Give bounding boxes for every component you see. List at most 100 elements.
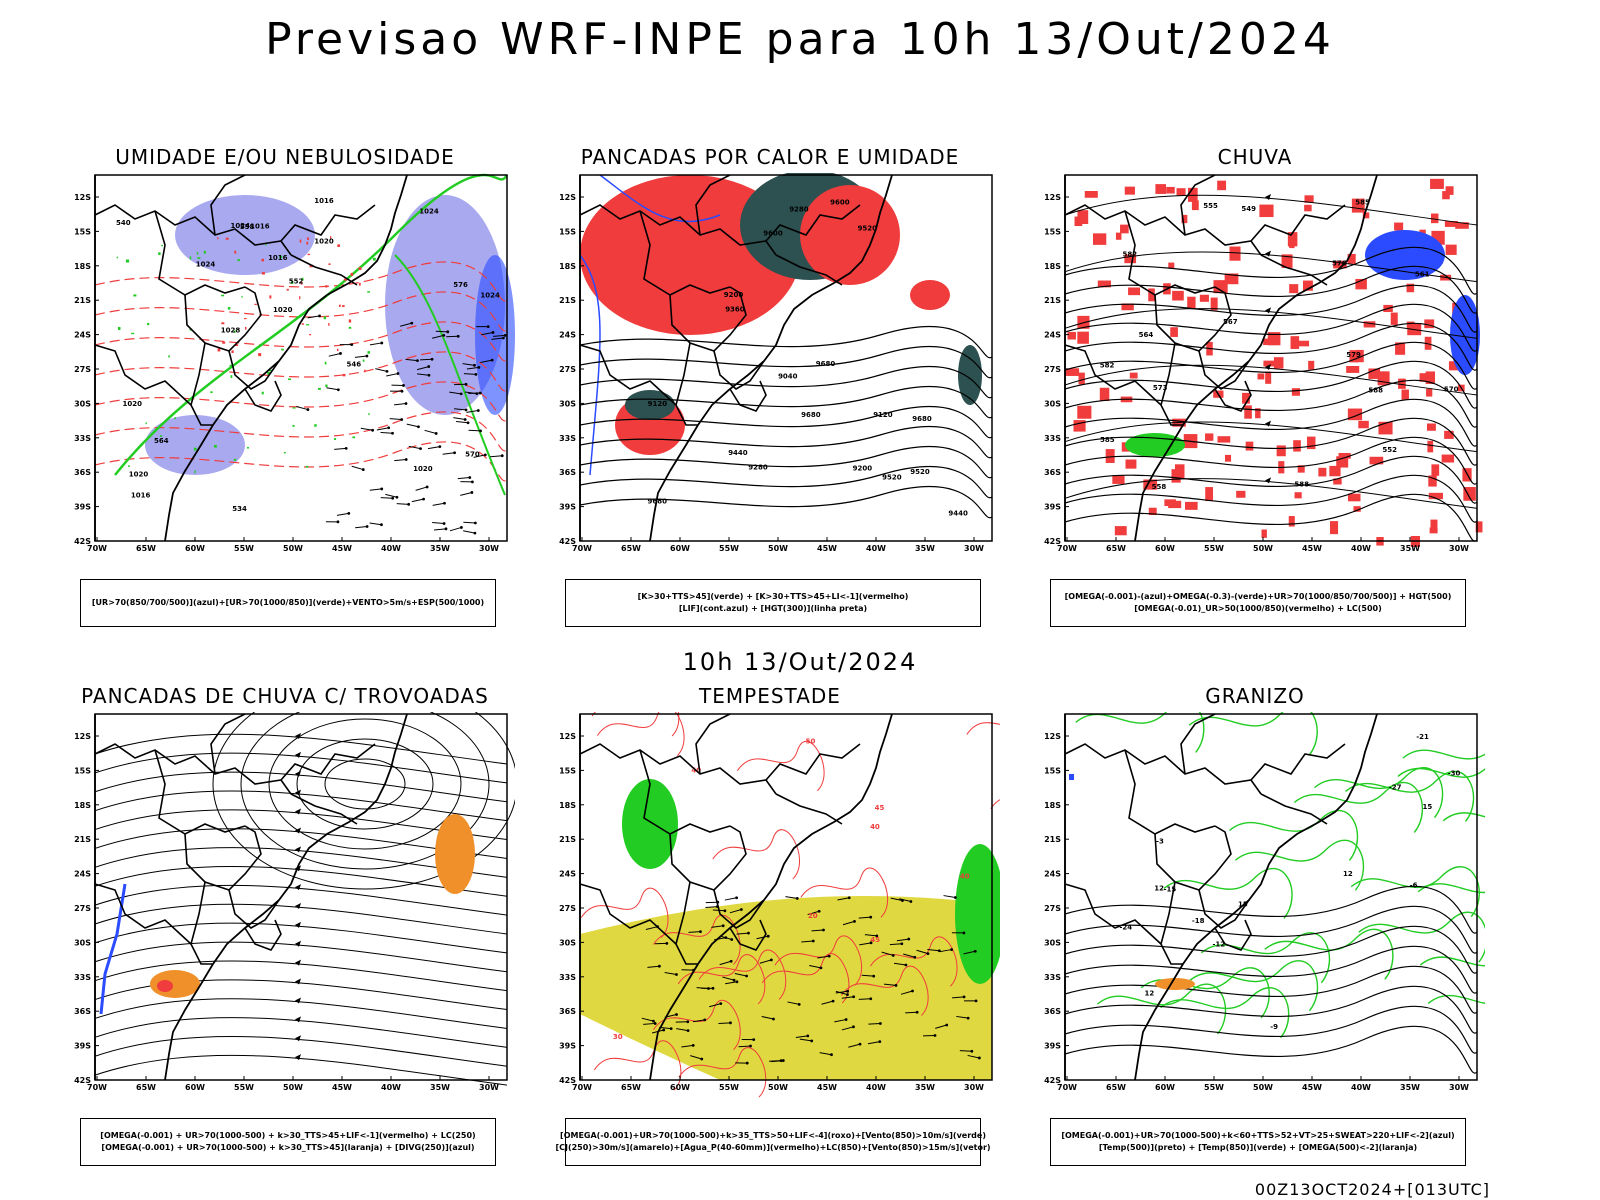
wind-vector <box>435 330 448 333</box>
humidity-speck-red <box>364 369 366 373</box>
streamline <box>94 771 508 803</box>
wind-arrowhead <box>483 453 487 457</box>
contour-label: 570 <box>1444 386 1459 394</box>
humidity-speck-red <box>217 237 219 240</box>
wind-arrowhead <box>503 333 507 337</box>
lat-tick-label: 21S <box>1044 296 1061 305</box>
hgt500-contour <box>1064 322 1478 371</box>
contour-label: 1016 <box>250 223 270 231</box>
lif-contour-blue <box>579 254 601 476</box>
wind-arrowhead <box>822 928 825 932</box>
contour-label: 585 <box>1355 199 1370 207</box>
contour-label: 585 <box>1100 436 1115 444</box>
temp500-contour <box>1064 1005 1478 1054</box>
circulation-streamline <box>296 738 434 830</box>
wind-vector <box>380 497 393 499</box>
lat-tick-label: 27S <box>74 365 91 374</box>
rain-area-red <box>1120 224 1129 234</box>
wind-vector <box>296 406 309 411</box>
wind-vector <box>355 526 368 529</box>
instability-area-teal <box>958 345 982 405</box>
humidity-speck-green <box>324 361 327 365</box>
humidity-speck-green <box>291 281 294 284</box>
country-border <box>184 286 262 352</box>
lat-tick-label: 39S <box>559 503 576 512</box>
lat-tick-label: 27S <box>1044 365 1061 374</box>
wind-vector <box>369 522 382 526</box>
wind-arrowhead <box>875 934 879 938</box>
hgt-contour <box>579 325 993 359</box>
streamline-arrow <box>295 733 301 739</box>
wind-arrowhead <box>878 1022 882 1025</box>
streamline <box>94 960 508 992</box>
wind-arrowhead <box>395 495 399 499</box>
contour-label: 12 <box>1343 870 1353 878</box>
hgt500-contour <box>1064 398 1478 447</box>
rain-area-red <box>1291 388 1300 396</box>
contour-label: 552 <box>289 278 304 286</box>
wind-vector <box>711 925 724 928</box>
country-border <box>765 204 861 242</box>
rain-area-red <box>1406 283 1415 293</box>
rain-area-red <box>1368 368 1381 379</box>
lat-tick-label: 27S <box>559 904 576 913</box>
lat-tick-label: 15S <box>74 227 91 236</box>
lon-tick-label: 60W <box>1155 1083 1175 1092</box>
lon-tick-label: 55W <box>719 544 739 553</box>
humidity-speck-red <box>358 282 361 286</box>
temp500-contour <box>1064 985 1478 1034</box>
rain-area-red <box>1224 273 1239 285</box>
rain-area-red <box>1185 501 1198 510</box>
wind-arrowhead <box>847 896 851 900</box>
wind-arrowhead <box>970 1049 974 1053</box>
humidity-speck-green <box>233 330 236 333</box>
lon-tick-label: 40W <box>866 1083 886 1092</box>
wind-arrowhead <box>669 1027 673 1031</box>
wind-arrowhead <box>662 1028 666 1032</box>
wind-vector <box>867 1041 880 1045</box>
streamline <box>1064 308 1478 339</box>
wind-vector <box>722 976 735 981</box>
humidity-speck-red <box>286 288 289 291</box>
wind-arrowhead <box>797 1002 801 1006</box>
lat-tick-label: 39S <box>74 503 91 512</box>
lat-tick-label: 39S <box>74 1042 91 1051</box>
wind850-area-green <box>955 844 1000 984</box>
lat-tick-label: 42S <box>74 537 91 546</box>
contour-label: 588 <box>1294 481 1309 489</box>
lat-tick-label: 15S <box>559 766 576 775</box>
precip-water-contour-red <box>712 829 800 880</box>
contour-label: 9200 <box>853 464 873 472</box>
country-border <box>579 883 677 945</box>
country-border <box>210 713 246 775</box>
footer-run-label: 00Z13OCT2024+[013UTC] <box>1254 1180 1490 1199</box>
temp850-contour-green <box>1188 712 1318 756</box>
wind-arrowhead <box>869 997 873 1001</box>
contour-label: -27 <box>1389 783 1402 791</box>
rain-area-red <box>1428 492 1444 500</box>
country-border <box>228 350 280 390</box>
contour-label: 1024 <box>231 222 251 230</box>
wind-vector <box>889 943 902 946</box>
wind-arrowhead <box>926 952 930 956</box>
humidity-area-dark-blue <box>475 255 515 415</box>
contour-label: 534 <box>232 505 247 513</box>
temp850-contour-green <box>1075 712 1205 753</box>
lat-tick-label: 12S <box>1044 732 1061 741</box>
lon-tick-label: 45W <box>817 544 837 553</box>
country-border <box>1214 919 1252 951</box>
wind-arrowhead <box>721 924 725 928</box>
humidity-speck-green <box>261 391 264 395</box>
circulation-streamline <box>212 712 515 890</box>
contour-label: 9520 <box>910 468 930 476</box>
wind-vector <box>394 458 407 462</box>
humidity-speck-red <box>328 323 330 326</box>
hgt-contour <box>579 365 993 399</box>
hgt-contour <box>579 345 993 379</box>
wind-vector <box>408 445 421 450</box>
hgt500-contour <box>1064 265 1478 314</box>
lon-tick-label: 65W <box>136 1083 156 1092</box>
panel-tempestade: TEMPESTADE 40 40 40 45 45 50 30 20 12S 15S 18S 21S 2… <box>540 684 1000 1184</box>
country-border <box>765 743 861 781</box>
rain-area-red <box>1441 454 1455 463</box>
